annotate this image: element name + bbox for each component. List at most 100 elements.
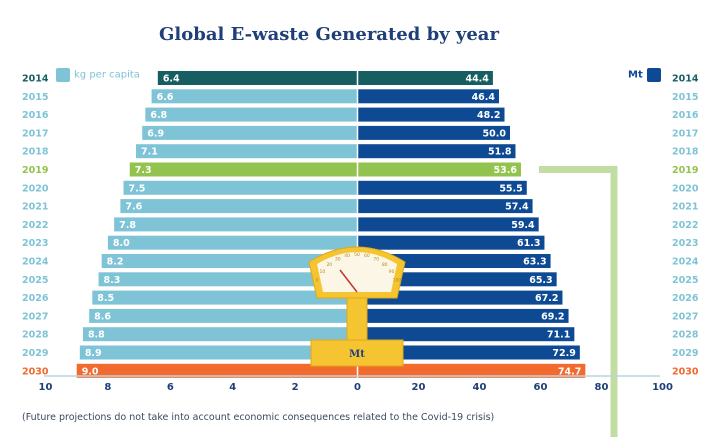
bar-right-2018 [357,144,516,159]
bar-left-2016 [145,107,358,122]
x-tick-left-0: 0 [354,382,361,393]
value-label-right-2027: 69.2 [541,311,564,322]
year-label-right-2015: 2015 [672,92,698,103]
year-label-right-2017: 2017 [672,128,698,139]
year-label-left-2027: 2027 [22,311,48,322]
value-label-left-2015: 6.6 [157,92,174,103]
bar-left-2024 [101,254,358,268]
year-label-left-2014: 2014 [22,74,49,85]
bar-left-2020 [123,180,358,195]
scale-dial-face [317,252,397,292]
value-label-right-2030: 74.7 [558,366,581,377]
x-tick-left-2: 2 [292,382,299,393]
bar-left-2017 [142,125,358,140]
bar-right-2021 [357,199,533,214]
year-label-right-2023: 2023 [672,238,698,249]
value-label-right-2023: 61.3 [517,238,540,249]
bar-left-2026 [92,290,358,305]
value-label-right-2022: 59.4 [511,220,535,231]
highlight-connector-2019 [538,166,618,437]
year-label-right-2016: 2016 [672,110,699,121]
value-label-right-2025: 65.3 [529,275,552,286]
year-label-right-2025: 2025 [672,275,698,286]
legend-swatch-kg [56,68,70,82]
scale-dial-tick-10: 10 [319,269,325,275]
x-tick-right-60: 60 [534,382,548,393]
scale-dial-tick-100: 100 [393,277,402,283]
x-tick-left-8: 8 [104,382,111,393]
year-label-right-2022: 2022 [672,220,698,231]
bar-right-2027 [357,308,569,323]
x-tick-left-10: 10 [39,382,53,393]
bar-left-2023 [107,235,358,250]
value-label-left-2021: 7.6 [125,202,142,213]
scale-needle [339,269,358,293]
bar-left-2029 [79,345,358,360]
year-label-right-2030: 2030 [672,366,699,377]
footnote: (Future projections do not take into acc… [22,412,495,423]
value-label-right-2028: 71.1 [547,330,570,341]
year-label-right-2019: 2019 [672,165,698,176]
scale-dial-tick-80: 80 [382,262,388,268]
bar-left-2028 [82,327,358,342]
year-label-left-2018: 2018 [22,147,49,158]
year-label-left-2021: 2021 [22,202,48,213]
x-tick-right-40: 40 [473,382,487,393]
value-label-left-2016: 6.8 [150,110,167,121]
value-label-left-2017: 6.9 [147,128,164,139]
value-label-left-2030: 9.0 [82,366,99,377]
year-label-right-2026: 2026 [672,293,699,304]
scale-dial-tick-40: 40 [344,253,350,259]
value-label-left-2025: 8.3 [104,275,121,286]
value-label-left-2023: 8.0 [113,238,130,249]
scale-dial-tick-90: 90 [389,269,395,275]
value-label-left-2027: 8.6 [94,311,111,322]
bar-right-2014 [357,71,493,85]
value-label-left-2019: 7.3 [135,165,152,176]
year-label-left-2020: 2020 [22,183,49,194]
year-label-left-2022: 2022 [22,220,48,231]
scale-base [310,339,404,367]
value-label-left-2022: 7.8 [119,220,136,231]
value-label-left-2026: 8.5 [97,293,114,304]
bar-left-2022 [114,217,358,232]
scale-dial-tick-50: 50 [354,252,360,258]
bar-left-2030 [76,363,358,378]
value-label-right-2015: 46.4 [472,92,496,103]
value-label-right-2016: 48.2 [477,110,500,121]
scale-label: Mt [349,349,365,360]
value-label-right-2018: 51.8 [488,147,512,158]
x-tick-right-100: 100 [652,382,673,393]
bar-right-2015 [357,89,500,104]
year-label-left-2028: 2028 [22,330,49,341]
legend-left: kg per capita [56,68,140,82]
year-label-left-2016: 2016 [22,110,49,121]
value-label-left-2028: 8.8 [88,330,105,341]
bar-right-2028 [357,327,575,342]
bar-left-2025 [98,272,358,287]
bar-left-2014 [157,71,358,85]
bar-right-2016 [357,107,505,122]
bar-left-2015 [151,89,358,104]
year-label-left-2029: 2029 [22,348,48,359]
bar-right-2025 [357,272,557,287]
year-label-right-2014: 2014 [672,74,699,85]
value-label-right-2020: 55.5 [499,183,522,194]
year-label-left-2030: 2030 [22,366,49,377]
scale-column [346,297,368,341]
value-label-right-2021: 57.4 [505,202,529,213]
value-label-left-2024: 8.2 [107,257,124,268]
bar-right-2022 [357,217,539,232]
scale-dial-tick-30: 30 [335,256,341,262]
scale-dial-tick-20: 20 [326,262,332,268]
chart-title: Global E-waste Generated by year [159,24,499,45]
bar-left-2027 [89,308,358,323]
year-label-right-2028: 2028 [672,330,699,341]
bar-right-2024 [357,254,551,268]
year-label-right-2021: 2021 [672,202,698,213]
bar-left-2019 [129,162,358,177]
value-label-left-2020: 7.5 [129,183,146,194]
legend-label-mt: Mt [628,69,643,81]
